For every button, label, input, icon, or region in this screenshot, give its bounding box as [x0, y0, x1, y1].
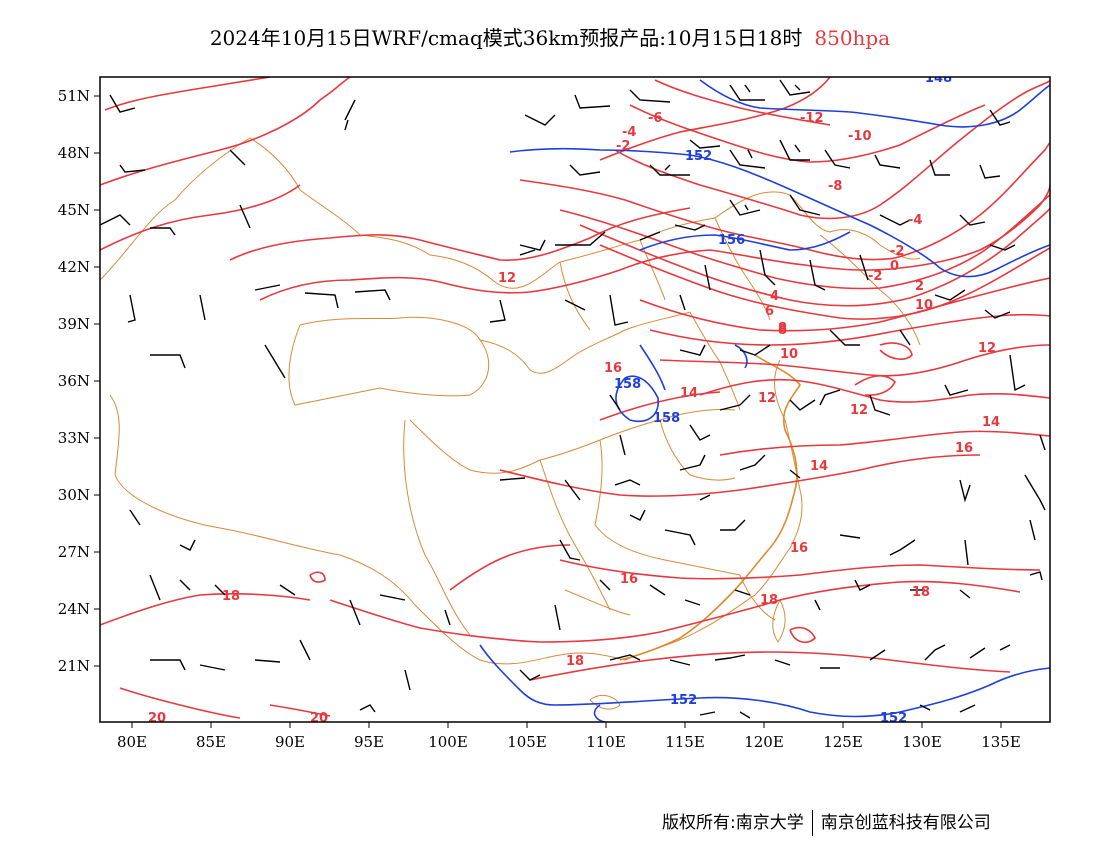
- temp-label: -2: [616, 139, 630, 154]
- latitude-labels: 51N 48N 45N 42N 39N 36N 33N 30N 27N 24N …: [58, 87, 90, 675]
- lon-label: 85E: [196, 733, 226, 751]
- wind-barbs: [100, 79, 1046, 719]
- temp-label: 18: [760, 593, 778, 608]
- temp-label: -8: [828, 179, 842, 194]
- temp-label: -4: [622, 125, 636, 140]
- height-label: 152: [880, 711, 907, 726]
- lat-label: 48N: [58, 144, 90, 162]
- lat-label: 42N: [58, 258, 90, 276]
- lat-label: 36N: [58, 372, 90, 390]
- temp-label: -2: [868, 269, 882, 284]
- temp-label: 8: [778, 321, 787, 336]
- border-lines: [100, 137, 921, 710]
- lon-label: 100E: [428, 733, 468, 751]
- chart-title: 2024年10月15日WRF/cmaq模式36km预报产品:10月15日18时 8…: [0, 22, 1100, 51]
- temp-label: -6: [648, 111, 662, 126]
- height-label: 158: [653, 411, 680, 426]
- lat-label: 45N: [58, 201, 90, 219]
- lat-label: 51N: [58, 87, 90, 105]
- lon-label: 105E: [507, 733, 547, 751]
- temp-label: 4: [770, 289, 779, 304]
- temp-label: 10: [780, 347, 798, 362]
- axis-ticks: [94, 95, 1002, 728]
- lon-label: 130E: [902, 733, 942, 751]
- copyright-left: 版权所有:南京大学: [662, 813, 804, 833]
- temp-label: 12: [978, 341, 996, 356]
- temp-label: 20: [310, 711, 328, 726]
- lat-label: 21N: [58, 657, 90, 675]
- geopotential-labels: 152 156 158 158 152 152 148: [614, 71, 952, 726]
- temp-label: 20: [148, 711, 166, 726]
- temp-label: 16: [955, 441, 973, 456]
- temp-label: 14: [680, 386, 698, 401]
- temp-label: 16: [604, 361, 622, 376]
- lat-label: 39N: [58, 315, 90, 333]
- lat-label: 30N: [58, 486, 90, 504]
- lon-label: 115E: [665, 733, 705, 751]
- lon-label: 110E: [586, 733, 626, 751]
- height-label: 152: [670, 693, 697, 708]
- longitude-labels: 80E 85E 90E 95E 100E 105E 110E 115E 120E…: [117, 733, 1021, 751]
- lon-label: 135E: [981, 733, 1021, 751]
- title-main: 2024年10月15日WRF/cmaq模式36km预报产品:10月15日18时: [209, 26, 803, 50]
- lon-label: 90E: [275, 733, 305, 751]
- height-label: 156: [718, 233, 745, 248]
- copyright-right: 南京创蓝科技有限公司: [820, 813, 991, 833]
- lon-label: 120E: [744, 733, 784, 751]
- temp-label: 6: [765, 304, 774, 319]
- temp-label: -4: [908, 213, 922, 228]
- temp-label: 12: [850, 403, 868, 418]
- temp-label: 18: [912, 585, 930, 600]
- temp-label: 18: [566, 654, 584, 669]
- temperature-labels: -6 -4 -2 -12 -10 -8 -4 -2 0 2 -2 8 10 12…: [148, 111, 1000, 726]
- height-label: 152: [685, 149, 712, 164]
- temp-label: -2: [890, 244, 904, 259]
- temp-label: 10: [915, 298, 933, 313]
- footer-divider: [811, 810, 813, 836]
- lat-label: 27N: [58, 543, 90, 561]
- copyright-footer: 版权所有:南京大学 南京创蓝科技有限公司: [662, 808, 991, 836]
- height-label: 158: [614, 377, 641, 392]
- temp-label: 0: [890, 259, 899, 274]
- lon-label: 125E: [823, 733, 863, 751]
- temp-label: 2: [915, 279, 924, 294]
- temp-label: 18: [222, 589, 240, 604]
- temp-label: 12: [758, 391, 776, 406]
- temp-label: 8: [778, 323, 787, 338]
- temp-label: 12: [498, 271, 516, 286]
- geopotential-contours: [479, 79, 1050, 722]
- coastline: [619, 354, 801, 661]
- temp-label: 14: [810, 459, 828, 474]
- height-label: 148: [925, 71, 952, 86]
- lat-label: 24N: [58, 600, 90, 618]
- lon-label: 95E: [354, 733, 384, 751]
- temp-label: 16: [620, 572, 638, 587]
- lon-label: 80E: [117, 733, 147, 751]
- plot-frame: [99, 76, 1051, 723]
- temp-label: 14: [982, 415, 1000, 430]
- pressure-level: 850hpa: [814, 26, 891, 50]
- lat-label: 33N: [58, 429, 90, 447]
- temp-label: -10: [848, 129, 872, 144]
- temp-label: 16: [790, 541, 808, 556]
- temp-label: -12: [800, 111, 824, 126]
- temperature-contours: [100, 77, 1050, 719]
